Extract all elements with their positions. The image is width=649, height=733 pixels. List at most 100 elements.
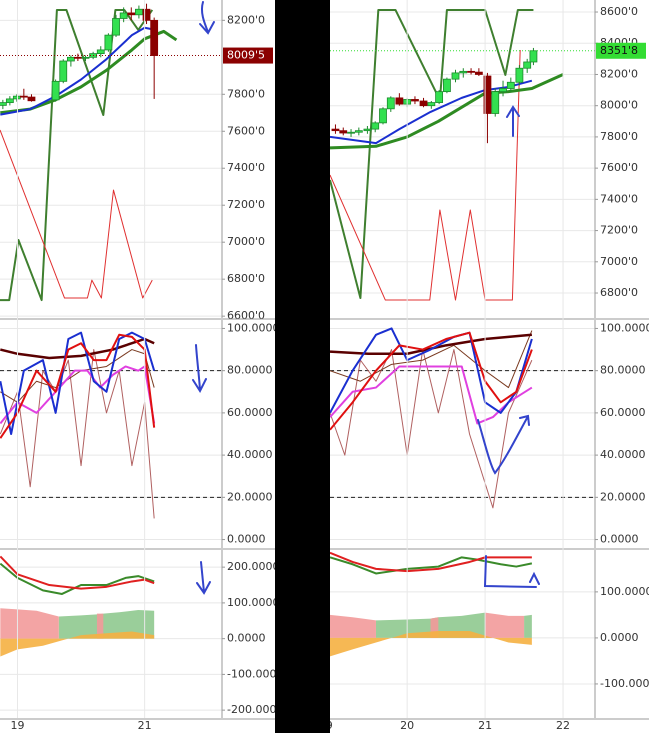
x-tick-label: 19 (10, 719, 24, 732)
price-box (596, 42, 646, 59)
y-tick-label: 40.0000 (227, 448, 273, 461)
candle-body (443, 78, 451, 93)
candle-body (386, 97, 395, 110)
area (0, 608, 104, 639)
panel (330, 8, 595, 301)
line (330, 79, 533, 145)
line (330, 333, 532, 356)
y-tick-label: 60.0000 (600, 406, 646, 419)
candle-body (427, 102, 436, 107)
area (0, 631, 155, 657)
y-tick-label: -200.0000 (227, 703, 283, 716)
area (58, 610, 155, 639)
panel (0, 3, 222, 317)
price-label: 8351'8 (600, 44, 638, 57)
panel (0, 555, 222, 711)
annotation-curve (477, 414, 530, 475)
y-tick-label: 0.0000 (227, 632, 266, 645)
candle-body (331, 128, 340, 132)
x-tick-label: 21 (138, 719, 152, 732)
candle-body (104, 34, 113, 51)
line (0, 337, 155, 360)
candle-body (127, 12, 136, 16)
y-tick-label: 7400'0 (600, 192, 638, 205)
line (330, 551, 532, 573)
y-tick-label: 100.0000 (600, 585, 649, 598)
panel (330, 551, 595, 685)
candle-body (73, 56, 82, 59)
price-label: 8009'5 (227, 49, 265, 62)
line (330, 73, 564, 150)
candle-body (119, 12, 128, 19)
y-tick-label: 6800'0 (227, 272, 265, 285)
y-tick-label: 0.0000 (600, 533, 639, 546)
y-tick-label: 7000'0 (227, 235, 265, 248)
candle-body (354, 130, 363, 133)
y-tick-label: -100.0000 (227, 667, 283, 680)
candle-body (474, 71, 483, 75)
line (0, 555, 155, 590)
y-tick-label: 40.0000 (600, 448, 646, 461)
y-tick-label: 7000'0 (600, 255, 638, 268)
line (330, 327, 533, 414)
candle-body (523, 61, 532, 69)
candle-body (499, 88, 507, 93)
y-tick-label: 7200'0 (227, 198, 265, 211)
annotation-arrow (196, 561, 211, 595)
y-tick-label: 20.0000 (227, 490, 273, 503)
candle-body (150, 19, 159, 56)
annotation-arrow (506, 105, 520, 137)
annotation-arrow (199, 1, 215, 35)
candle-body (529, 50, 538, 63)
y-tick-label: 7400'0 (227, 161, 265, 174)
y-tick-label: 8200'0 (227, 13, 265, 26)
line (330, 8, 534, 300)
y-tick-label: 8200'0 (600, 67, 638, 80)
line (330, 330, 533, 389)
y-tick-label: -100.0000 (600, 677, 649, 690)
panel (0, 327, 222, 541)
y-tick-label: 60.0000 (227, 406, 273, 419)
candle-body (59, 60, 68, 82)
y-tick-label: 0.0000 (600, 631, 639, 644)
annotations (192, 1, 540, 595)
line (330, 49, 521, 301)
y-tick-label: 6600'0 (227, 309, 265, 322)
y-tick-label: 7600'0 (227, 124, 265, 137)
y-tick-label: 7800'0 (227, 87, 265, 100)
annotation-arrow (192, 344, 207, 394)
candle-body (435, 91, 444, 103)
y-tick-label: 100.0000 (600, 321, 649, 334)
candle-body (66, 56, 75, 62)
candle-body (12, 95, 21, 100)
candle-body (451, 72, 460, 80)
candle-body (347, 131, 355, 134)
candle-body (379, 108, 387, 124)
candle-body (483, 75, 492, 114)
x-tick-label: 20 (400, 719, 414, 732)
candle-body (142, 8, 151, 21)
line (0, 331, 156, 435)
y-tick-label: 200.0000 (227, 560, 280, 573)
y-tick-label: 80.0000 (227, 364, 273, 377)
candle-body (19, 95, 28, 98)
candle-body (395, 97, 404, 105)
line (0, 349, 155, 519)
candle-body (515, 67, 524, 83)
panel (330, 327, 595, 541)
y-tick-label: 80.0000 (600, 364, 646, 377)
line (330, 331, 533, 431)
black-divider (275, 0, 330, 733)
line (0, 26, 155, 116)
candle-body (112, 18, 120, 36)
candle-body (467, 70, 475, 73)
line (0, 562, 155, 595)
candle-body (371, 122, 380, 130)
candle-body (27, 96, 36, 102)
price-box (223, 47, 273, 64)
y-tick-label: 8600'0 (600, 5, 638, 18)
candle-body (135, 8, 143, 16)
x-tick-label: 22 (556, 719, 570, 732)
y-tick-label: 6800'0 (600, 286, 638, 299)
